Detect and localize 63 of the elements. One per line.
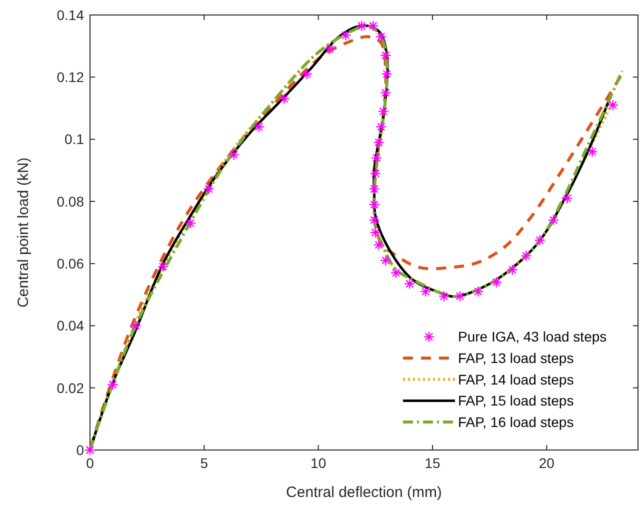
x-tick-label: 10 bbox=[310, 455, 326, 471]
y-tick-label: 0.06 bbox=[56, 255, 84, 272]
point bbox=[373, 136, 384, 148]
legend-label: FAP, 13 load steps bbox=[458, 350, 574, 366]
point bbox=[404, 278, 416, 290]
point bbox=[380, 87, 392, 98]
y-tick-label: 0.1 bbox=[64, 131, 84, 148]
point bbox=[340, 30, 352, 41]
point bbox=[381, 68, 392, 80]
point bbox=[130, 320, 142, 332]
legend-label: FAP, 16 load steps bbox=[458, 414, 574, 430]
point bbox=[454, 290, 466, 302]
legend-label: FAP, 14 load steps bbox=[458, 371, 574, 388]
point bbox=[301, 68, 313, 80]
point bbox=[324, 44, 336, 55]
point bbox=[107, 379, 118, 390]
point bbox=[562, 192, 573, 204]
point bbox=[376, 121, 387, 132]
y-tick-label: 0.14 bbox=[56, 6, 84, 23]
point bbox=[368, 20, 379, 32]
point bbox=[376, 31, 387, 42]
x-tick-label: 5 bbox=[200, 455, 208, 471]
point bbox=[506, 264, 518, 276]
point bbox=[184, 218, 196, 229]
y-tick-label: 0.12 bbox=[56, 69, 84, 86]
point bbox=[378, 106, 390, 117]
point bbox=[370, 168, 382, 180]
x-axis-title: Central deflection (mm) bbox=[286, 484, 442, 501]
point bbox=[548, 214, 560, 226]
y-tick-label: 0.08 bbox=[56, 193, 84, 210]
point bbox=[490, 276, 502, 288]
point bbox=[586, 146, 598, 158]
point bbox=[534, 234, 546, 246]
legend-label: FAP, 15 load steps bbox=[458, 392, 574, 409]
point bbox=[607, 100, 618, 111]
y-axis-title: Central point load (kN) bbox=[15, 157, 32, 308]
x-tick-label: 20 bbox=[538, 455, 555, 471]
point bbox=[472, 286, 484, 298]
point bbox=[157, 261, 169, 272]
point bbox=[278, 93, 290, 104]
point bbox=[380, 50, 392, 61]
point bbox=[420, 286, 432, 298]
point bbox=[368, 198, 380, 210]
point bbox=[520, 250, 532, 262]
point bbox=[380, 254, 392, 266]
x-tick-label: 0 bbox=[86, 455, 94, 471]
point bbox=[253, 121, 265, 132]
point bbox=[356, 20, 368, 32]
point bbox=[373, 239, 384, 251]
point bbox=[203, 183, 214, 195]
y-tick-label: 0.04 bbox=[56, 318, 84, 334]
point bbox=[84, 444, 96, 456]
point bbox=[370, 152, 382, 164]
point bbox=[368, 183, 380, 195]
legend-label: Pure IGA, 43 load steps bbox=[458, 328, 607, 345]
y-tick-label: 0.02 bbox=[56, 380, 84, 396]
point bbox=[228, 149, 240, 160]
point bbox=[438, 290, 450, 302]
x-tick-label: 15 bbox=[424, 455, 440, 471]
point bbox=[390, 267, 402, 278]
point bbox=[368, 214, 380, 226]
y-tick-label: 0 bbox=[76, 442, 84, 458]
point bbox=[370, 226, 382, 238]
